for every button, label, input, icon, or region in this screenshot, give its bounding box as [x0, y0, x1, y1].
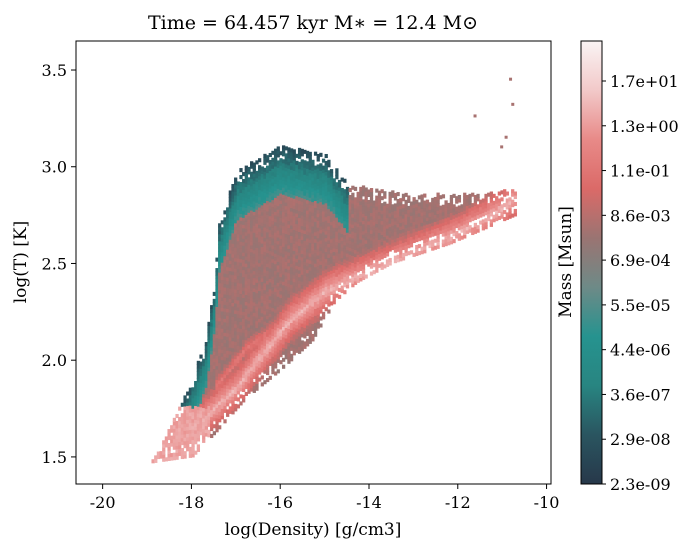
plot-frame: [75, 40, 552, 485]
colorbar-tick-label: 4.4e-06: [610, 341, 671, 360]
colorbar-ticks: 2.3e-09 2.9e-08 3.6e-07 4.4e-06 5.5e-05 6.9e-…: [602, 72, 679, 494]
colorbar-tick-label: 5.5e-05: [610, 296, 671, 315]
heatmap-cells: [151, 77, 517, 464]
y-tick-label: 2.0: [42, 351, 67, 370]
x-tick-label: -20: [90, 493, 116, 512]
colorbar-tick-label: 2.3e-09: [610, 475, 671, 494]
colorbar-tick-label: 8.6e-03: [610, 206, 671, 225]
x-axis-label: log(Density) [g/cm3]: [225, 520, 402, 540]
outlier-point: [473, 114, 477, 118]
y-tick-label: 3.0: [42, 158, 67, 177]
chart-title: Time = 64.457 kyr M∗ = 12.4 M⊙: [148, 12, 478, 34]
y-axis-label: log(T) [K]: [11, 221, 31, 304]
y-tick-label: 1.5: [42, 448, 67, 467]
colorbar-tick-label: 1.7e+01: [610, 72, 679, 91]
colorbar-tick-label: 6.9e-04: [610, 251, 671, 270]
x-axis-ticks: -20 -18 -16 -14 -12 -10: [90, 484, 560, 512]
colorbar-label: Mass [Msun]: [556, 206, 576, 318]
colorbar-tick-label: 3.6e-07: [610, 385, 671, 404]
colorbar: [580, 40, 603, 485]
colorbar-tick-label: 1.3e+00: [610, 117, 679, 136]
x-tick-label: -12: [445, 493, 471, 512]
outlier-point: [500, 145, 504, 149]
outlier-point: [509, 77, 513, 81]
y-tick-label: 2.5: [42, 254, 67, 273]
y-tick-label: 3.5: [42, 61, 67, 80]
x-tick-label: -18: [179, 493, 205, 512]
x-tick-label: -16: [267, 493, 293, 512]
colorbar-tick-label: 1.1e-01: [610, 162, 671, 181]
x-tick-label: -10: [534, 493, 560, 512]
colorbar-tick-label: 2.9e-08: [610, 430, 671, 449]
outlier-point: [504, 135, 508, 139]
outlier-point: [511, 102, 515, 106]
y-axis-ticks: 1.5 2.0 2.5 3.0 3.5: [42, 61, 76, 467]
x-tick-label: -14: [356, 493, 382, 512]
